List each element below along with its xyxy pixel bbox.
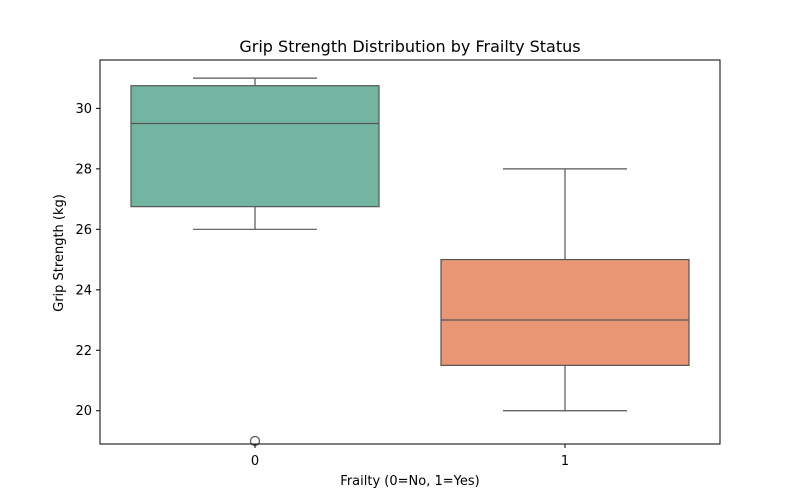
- chart-title: Grip Strength Distribution by Frailty St…: [239, 37, 580, 56]
- y-tick-label: 30: [75, 102, 92, 117]
- x-tick-label: 1: [561, 454, 569, 469]
- x-tick-label: 0: [251, 454, 259, 469]
- box-1: [440, 258, 690, 366]
- y-tick-label: 28: [75, 162, 92, 177]
- y-tick-label: 22: [75, 344, 92, 359]
- y-tick-label: 24: [75, 283, 92, 298]
- plot-frame: [99, 59, 721, 445]
- y-axis-label: Grip Strength (kg): [52, 194, 67, 312]
- box-0: [130, 85, 380, 208]
- plot-area: 20 22 24 26 28 30 0 1: [75, 59, 721, 469]
- y-tick-label: 26: [75, 223, 92, 238]
- x-axis-label: Frailty (0=No, 1=Yes): [340, 474, 479, 489]
- y-tick-label: 20: [75, 404, 92, 419]
